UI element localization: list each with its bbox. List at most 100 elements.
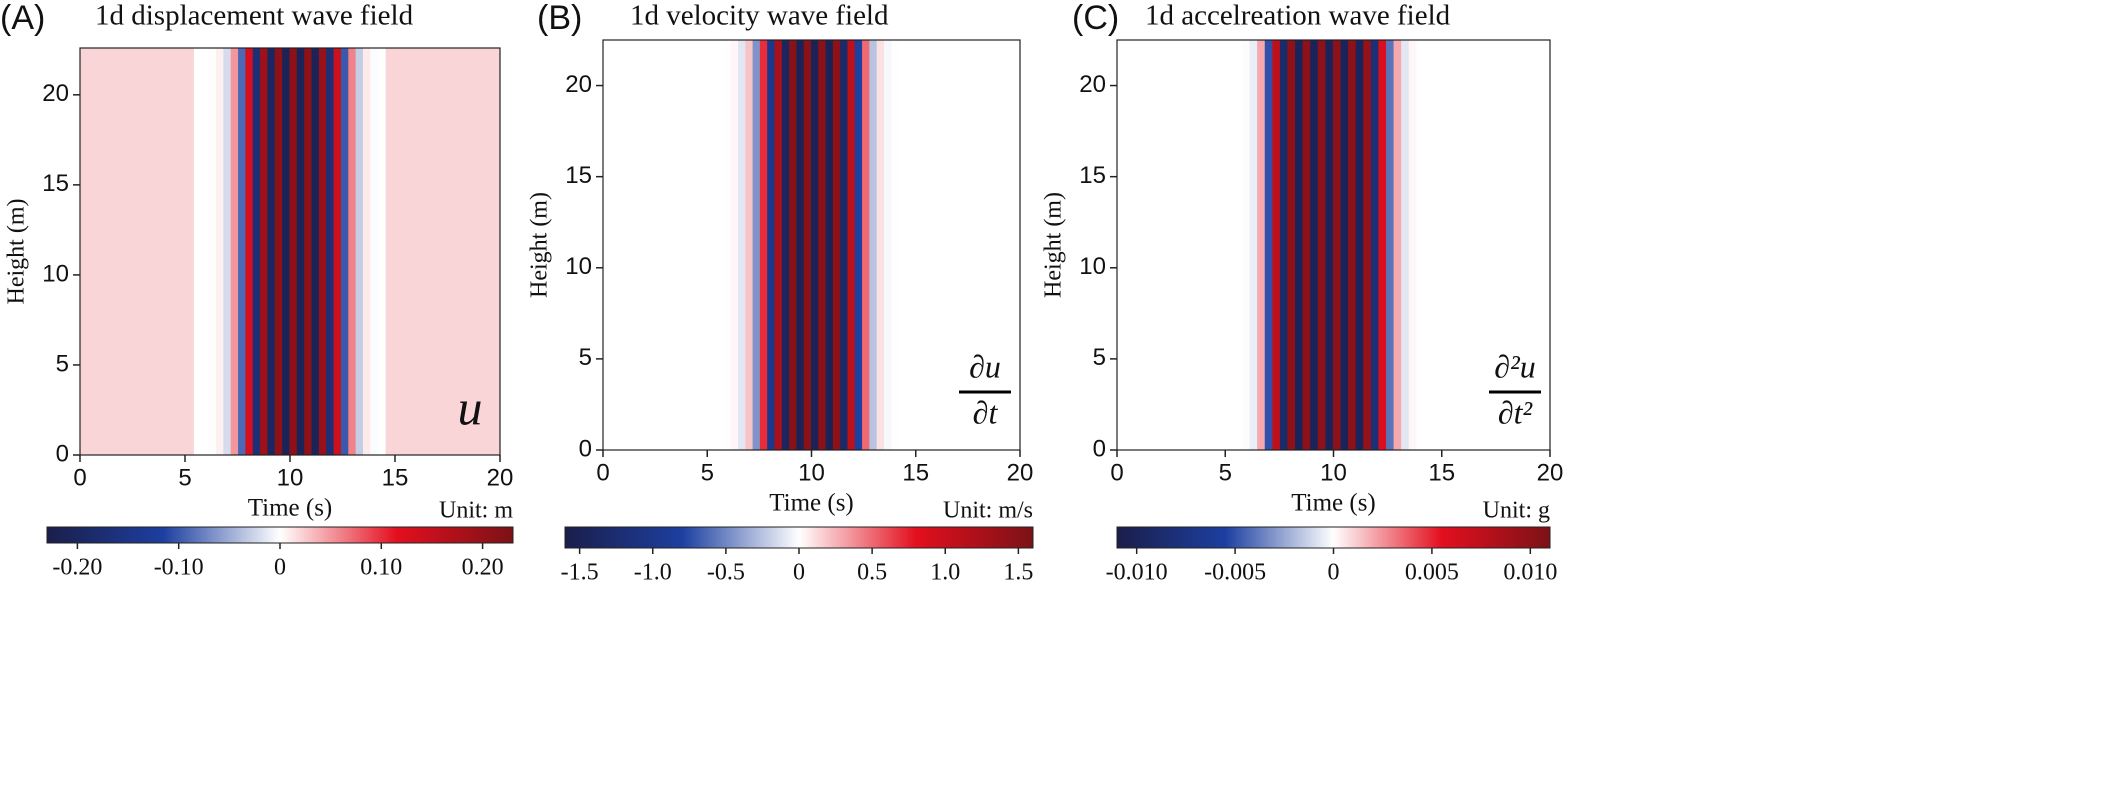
heat-cell — [326, 48, 335, 455]
heat-cell — [370, 48, 379, 455]
colorbar-tick-label: 0.10 — [360, 555, 402, 581]
heat-cell — [716, 40, 725, 450]
heat-cell — [1348, 40, 1357, 450]
heat-cell — [1408, 40, 1417, 450]
heat-cell — [1370, 40, 1380, 450]
colorbar-tick-label: 0 — [274, 555, 286, 581]
unit-label: Unit: m — [439, 498, 513, 524]
heat-cell — [898, 40, 907, 450]
heat-cell — [201, 48, 210, 455]
x-axis-label: Time (s) — [769, 490, 854, 517]
heat-cell — [752, 40, 761, 450]
chart-title: 1d displacement wave field — [95, 0, 414, 32]
heat-cell — [723, 40, 732, 450]
heat-cell — [854, 40, 863, 450]
y-tick-label: 10 — [1079, 253, 1106, 280]
x-tick-label: 15 — [382, 464, 409, 491]
heat-cell — [1287, 40, 1296, 450]
heat-cell — [340, 48, 349, 455]
colorbar-tick-label: 1.5 — [1003, 560, 1033, 586]
y-tick-label: 5 — [579, 344, 592, 371]
x-tick-label: 0 — [596, 459, 609, 486]
heat-cell — [238, 48, 246, 455]
x-tick-label: 20 — [1537, 459, 1564, 486]
heat-cell — [267, 48, 276, 455]
heat-cell — [1242, 40, 1251, 450]
panel-label: (A) — [0, 0, 45, 37]
colorbar-tick-label: 0.5 — [857, 560, 887, 586]
heat-cell — [803, 40, 812, 450]
colorbar — [1116, 526, 1551, 549]
x-tick-label: 20 — [487, 464, 514, 491]
y-tick-label: 0 — [579, 435, 592, 462]
colorbar-tick-label: -1.5 — [561, 560, 599, 586]
heat-cell — [876, 40, 885, 450]
equation-numerator: ∂u — [969, 348, 1001, 384]
heat-cell — [1325, 40, 1334, 450]
heat-cell — [891, 40, 900, 450]
heat-cell — [1340, 40, 1349, 450]
heat-cell — [832, 40, 841, 450]
heat-cell — [1310, 40, 1319, 450]
colorbar-tick-label: -0.005 — [1204, 560, 1266, 586]
y-tick-label: 15 — [1079, 162, 1106, 189]
equation: u — [458, 379, 483, 435]
equation-denominator: ∂t — [973, 394, 999, 430]
panel-label: (B) — [537, 0, 582, 37]
y-tick-label: 20 — [565, 71, 592, 98]
colorbar-tick-label: 1.0 — [930, 560, 960, 586]
y-tick-label: 10 — [565, 253, 592, 280]
colorbar-tick-label: -0.10 — [154, 555, 204, 581]
heat-cell — [1355, 40, 1364, 450]
heat-cell — [869, 40, 878, 450]
unit-label: Unit: g — [1483, 498, 1550, 524]
x-tick-label: 20 — [1007, 459, 1034, 486]
colorbar-tick-label: -1.0 — [634, 560, 672, 586]
heat-cell — [1257, 40, 1266, 450]
heat-cell — [1386, 40, 1395, 450]
heat-cell — [355, 48, 364, 455]
heat-cell — [1378, 40, 1387, 450]
heat-cell — [289, 48, 298, 455]
heat-cell — [818, 40, 827, 450]
x-tick-label: 10 — [1320, 459, 1347, 486]
heat-cell — [1317, 40, 1326, 450]
heat-cell — [730, 40, 739, 450]
colorbar-tick-label: -0.010 — [1106, 560, 1168, 586]
heat-cell — [333, 48, 342, 455]
panel-label: (C) — [1072, 0, 1119, 37]
colorbar-tick-label: -0.5 — [707, 560, 745, 586]
heat-cell — [796, 40, 805, 450]
equation-denominator: ∂t² — [1498, 394, 1534, 430]
heat-cell — [789, 40, 797, 450]
x-tick-label: 0 — [73, 464, 86, 491]
heat-cell — [1234, 40, 1243, 450]
y-tick-label: 20 — [42, 80, 69, 107]
heat-cell — [252, 48, 261, 455]
colorbar — [564, 526, 1034, 549]
heat-cell — [1264, 40, 1273, 450]
heat-cell — [274, 48, 283, 455]
heat-cell — [1423, 40, 1433, 450]
heat-cell — [745, 40, 754, 450]
colorbar-tick-label: 0 — [793, 560, 805, 586]
heat-cell — [1249, 40, 1258, 450]
heat-cell — [362, 48, 371, 455]
heat-cell — [1393, 40, 1402, 450]
heat-cell — [1295, 40, 1304, 450]
x-axis-label: Time (s) — [1291, 490, 1376, 517]
y-tick-label: 0 — [1093, 435, 1106, 462]
heat-cell — [230, 48, 239, 455]
heat-cell — [304, 48, 313, 455]
x-tick-label: 10 — [798, 459, 825, 486]
heat-cell — [1332, 40, 1342, 450]
x-tick-label: 5 — [178, 464, 191, 491]
heat-cell — [245, 48, 254, 455]
heat-cell — [759, 40, 768, 450]
y-tick-label: 20 — [1079, 71, 1106, 98]
heat-cell — [810, 40, 819, 450]
heat-cell — [223, 48, 232, 455]
heat-cell — [767, 40, 776, 450]
heat-cell — [282, 48, 291, 455]
